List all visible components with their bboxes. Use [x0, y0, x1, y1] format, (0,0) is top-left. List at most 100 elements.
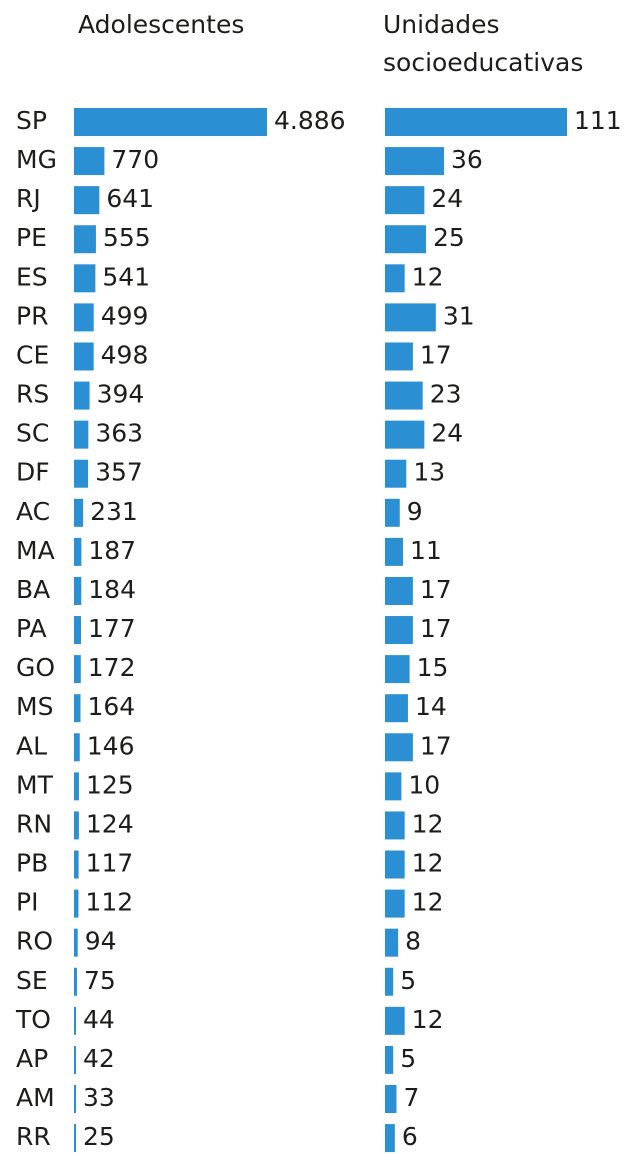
category-label: MG — [16, 145, 57, 174]
bar — [385, 225, 426, 254]
value-label: 17 — [420, 731, 452, 760]
value-label: 177 — [88, 614, 136, 643]
value-label: 363 — [95, 419, 143, 448]
value-label: 12 — [412, 888, 444, 917]
bar — [74, 420, 89, 449]
category-label: CE — [16, 340, 49, 369]
bar — [74, 381, 90, 410]
bar — [74, 694, 81, 723]
value-label: 164 — [87, 692, 135, 721]
bar — [385, 967, 394, 996]
category-label: RN — [16, 809, 52, 838]
value-label: 555 — [103, 223, 151, 252]
category-label: MA — [16, 536, 55, 565]
value-label: 5 — [400, 966, 416, 995]
bar — [385, 694, 408, 723]
bar — [385, 1085, 397, 1113]
category-label: SP — [16, 106, 47, 135]
bar — [74, 147, 105, 176]
value-label: 11 — [410, 536, 442, 565]
bar — [385, 147, 445, 176]
bar — [74, 537, 82, 566]
value-label: 357 — [95, 458, 143, 487]
bar — [385, 1124, 395, 1153]
bar — [385, 889, 405, 918]
value-label: 172 — [88, 653, 136, 682]
category-label: AL — [16, 731, 47, 760]
bar — [74, 616, 81, 645]
category-label: MS — [16, 692, 53, 721]
value-label: 24 — [431, 419, 463, 448]
value-label: 231 — [90, 497, 138, 526]
bar — [74, 186, 100, 215]
category-label: PI — [16, 888, 38, 917]
category-label: SC — [16, 419, 49, 448]
category-label: MT — [16, 770, 54, 799]
value-label: 42 — [83, 1044, 115, 1073]
category-label: SE — [16, 966, 48, 995]
bar — [385, 772, 402, 801]
category-label: PE — [16, 223, 47, 252]
value-label: 23 — [430, 380, 462, 409]
bar — [74, 967, 77, 996]
value-label: 14 — [415, 692, 447, 721]
category-label: PB — [16, 849, 48, 878]
bar — [385, 381, 423, 410]
bar — [74, 576, 82, 605]
value-label: 17 — [420, 575, 452, 604]
bar — [385, 498, 400, 527]
value-label: 12 — [412, 262, 444, 291]
category-label: GO — [16, 653, 55, 682]
value-label: 5 — [400, 1044, 416, 1073]
bar — [385, 537, 404, 566]
column-header: Unidades socioeducativas — [383, 10, 584, 77]
category-label: RO — [16, 927, 53, 956]
category-label: ES — [16, 262, 48, 291]
value-label: 184 — [88, 575, 136, 604]
value-label: 36 — [451, 145, 483, 174]
bar — [74, 108, 267, 136]
bar — [74, 459, 89, 488]
value-label: 15 — [417, 653, 449, 682]
value-label: 117 — [86, 849, 134, 878]
value-label: 4.886 — [274, 106, 346, 135]
bar — [385, 342, 413, 371]
bar — [385, 264, 405, 293]
value-label: 17 — [420, 614, 452, 643]
bar — [74, 889, 79, 918]
bar — [385, 108, 567, 136]
bar — [385, 811, 405, 840]
bar — [385, 459, 407, 488]
category-label: RS — [16, 380, 49, 409]
value-label: 12 — [412, 1005, 444, 1034]
category-label: PR — [16, 301, 48, 330]
bar — [385, 850, 405, 879]
bar — [385, 420, 425, 449]
value-label: 24 — [431, 184, 463, 213]
bar — [74, 733, 80, 762]
bar — [74, 811, 79, 840]
category-label: DF — [16, 458, 50, 487]
category-label: AP — [16, 1044, 48, 1073]
value-label: 75 — [84, 966, 116, 995]
value-label: 8 — [405, 927, 421, 956]
category-label: RJ — [16, 184, 41, 213]
bar — [385, 1045, 394, 1074]
bar — [74, 928, 78, 957]
bar — [74, 850, 79, 879]
value-label: 12 — [412, 809, 444, 838]
bar — [385, 616, 413, 645]
value-label: 641 — [106, 184, 154, 213]
value-label: 31 — [443, 301, 475, 330]
value-label: 125 — [86, 770, 134, 799]
bar — [74, 498, 84, 527]
category-label: RR — [16, 1122, 51, 1151]
bar — [385, 303, 436, 332]
bar — [385, 1006, 405, 1035]
value-label: 111 — [574, 106, 622, 135]
category-label: AC — [16, 497, 50, 526]
value-label: 25 — [433, 223, 465, 252]
bar — [385, 186, 425, 215]
